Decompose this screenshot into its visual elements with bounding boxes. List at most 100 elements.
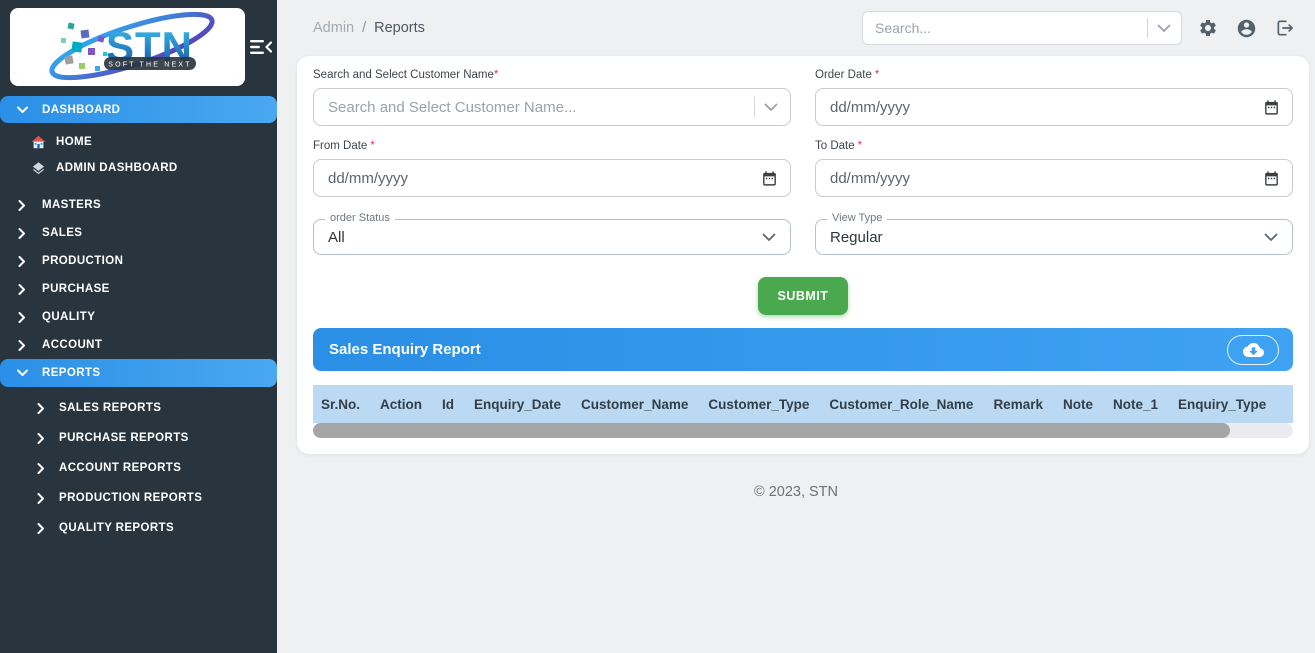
column-header: Action xyxy=(380,396,423,412)
customer-field: Search and Select Customer Name* xyxy=(313,69,791,126)
column-header: Sr.No. xyxy=(321,396,361,412)
order-status-select[interactable]: order Status All xyxy=(313,212,791,255)
sidebar-item-label: DASHBOARD xyxy=(42,103,121,116)
column-header: Id xyxy=(442,396,455,412)
horizontal-scrollbar-thumb[interactable] xyxy=(313,423,1231,438)
required-asterisk: * xyxy=(857,140,863,152)
column-header: Customer_Type xyxy=(708,396,810,412)
sidebar-menu: DASHBOARD HOME ADMIN D xyxy=(0,96,277,543)
menu-collapse-icon xyxy=(250,40,272,54)
order-date-input[interactable] xyxy=(830,98,1263,116)
submit-row: SUBMIT xyxy=(313,277,1293,315)
horizontal-scrollbar-track[interactable] xyxy=(313,423,1293,438)
sidebar-item-label: SALES REPORTS xyxy=(59,402,162,414)
required-asterisk: * xyxy=(370,140,375,152)
customer-select[interactable] xyxy=(313,88,791,126)
logout-icon xyxy=(1277,20,1293,36)
layers-icon xyxy=(30,161,46,176)
table-header-row: Sr.No. Action Id Enquiry_Date Customer_N… xyxy=(313,385,1293,423)
from-date-input-wrap xyxy=(313,159,791,197)
stn-logo-graphic: STN SOFT THE NEXT xyxy=(49,11,215,81)
chevron-right-icon xyxy=(33,432,49,444)
download-report-button[interactable] xyxy=(1227,334,1279,365)
chevron-down-icon xyxy=(762,233,776,242)
calendar-icon[interactable] xyxy=(761,170,778,187)
home-icon xyxy=(30,135,46,149)
column-header: Note_1 xyxy=(1112,396,1158,412)
sidebar-item-dashboard[interactable]: DASHBOARD xyxy=(0,96,277,123)
to-date-field: To Date * xyxy=(815,140,1293,197)
sidebar-item-label: PRODUCTION REPORTS xyxy=(59,492,203,504)
sidebar-item-home[interactable]: HOME xyxy=(0,129,277,155)
order-date-input-wrap xyxy=(815,88,1293,126)
app-logo[interactable]: STN SOFT THE NEXT xyxy=(10,8,245,86)
chevron-down-icon[interactable] xyxy=(1157,24,1171,33)
sidebar-item-reports[interactable]: REPORTS xyxy=(0,359,277,387)
report-filter-card: Search and Select Customer Name* Order D… xyxy=(297,56,1309,454)
search-input[interactable] xyxy=(875,20,1147,36)
sidebar-item-account[interactable]: ACCOUNT xyxy=(0,331,277,359)
sidebar-item-purchase-reports[interactable]: PURCHASE REPORTS xyxy=(0,423,277,453)
top-bar: Admin / Reports xyxy=(277,0,1315,54)
sidebar-item-masters[interactable]: MASTERS xyxy=(0,191,277,219)
sidebar-item-sales-reports[interactable]: SALES REPORTS xyxy=(0,393,277,423)
logout-button[interactable] xyxy=(1273,16,1297,40)
chevron-right-icon xyxy=(14,339,30,351)
calendar-icon[interactable] xyxy=(1263,170,1280,187)
column-header: Enquiry_Type xyxy=(1177,396,1267,412)
gear-icon xyxy=(1200,20,1216,36)
view-type-select[interactable]: View Type Regular xyxy=(815,212,1293,255)
sidebar-item-production[interactable]: PRODUCTION xyxy=(0,247,277,275)
column-header: Customer_Name xyxy=(581,396,689,412)
sidebar-item-sales[interactable]: SALES xyxy=(0,219,277,247)
chevron-right-icon xyxy=(33,402,49,414)
cloud-download-icon xyxy=(1242,342,1264,357)
global-search xyxy=(862,11,1182,45)
filter-form: Search and Select Customer Name* Order D… xyxy=(313,69,1293,255)
from-date-input[interactable] xyxy=(328,169,761,187)
view-type-value: Regular xyxy=(830,228,883,246)
to-date-input[interactable] xyxy=(830,169,1263,187)
chevron-right-icon xyxy=(14,311,30,323)
to-date-label: To Date * xyxy=(815,140,863,152)
svg-text:SOFT THE NEXT: SOFT THE NEXT xyxy=(108,62,192,69)
chevron-right-icon xyxy=(14,227,30,239)
breadcrumb-admin[interactable]: Admin xyxy=(313,20,355,36)
column-header: Enquiry_Date xyxy=(474,396,562,412)
to-date-input-wrap xyxy=(815,159,1293,197)
settings-button[interactable] xyxy=(1196,16,1220,40)
top-bar-actions xyxy=(862,11,1297,45)
sidebar-item-admin-dashboard[interactable]: ADMIN DASHBOARD xyxy=(0,155,277,181)
chevron-right-icon xyxy=(14,199,30,211)
sidebar-item-label: MASTERS xyxy=(42,199,102,211)
sidebar-item-label: QUALITY REPORTS xyxy=(59,522,175,534)
user-avatar-icon xyxy=(1237,19,1256,37)
account-button[interactable] xyxy=(1234,16,1259,41)
chevron-right-icon xyxy=(33,522,49,534)
sidebar-item-quality[interactable]: QUALITY xyxy=(0,303,277,331)
sidebar-item-production-reports[interactable]: PRODUCTION REPORTS xyxy=(0,483,277,513)
order-date-field: Order Date * xyxy=(815,69,1293,126)
sidebar-item-label: PURCHASE xyxy=(42,283,110,295)
breadcrumb-separator: / xyxy=(362,20,367,36)
sidebar-item-purchase[interactable]: PURCHASE xyxy=(0,275,277,303)
sidebar-item-label: HOME xyxy=(56,136,93,148)
column-header: Remark xyxy=(993,396,1043,412)
calendar-icon[interactable] xyxy=(1263,99,1280,116)
sidebar-item-label: PURCHASE REPORTS xyxy=(59,432,189,444)
breadcrumb: Admin / Reports xyxy=(313,20,425,36)
search-divider xyxy=(1147,18,1148,38)
sidebar-item-account-reports[interactable]: ACCOUNT REPORTS xyxy=(0,453,277,483)
sidebar-item-quality-reports[interactable]: QUALITY REPORTS xyxy=(0,513,277,543)
sidebar-item-label: QUALITY xyxy=(42,311,96,323)
select-divider xyxy=(754,97,755,117)
sidebar-collapse-button[interactable] xyxy=(248,36,274,58)
chevron-down-icon xyxy=(1264,233,1278,242)
report-title: Sales Enquiry Report xyxy=(329,341,481,358)
chevron-right-icon xyxy=(33,492,49,504)
breadcrumb-current-page: Reports xyxy=(374,20,425,36)
submit-button[interactable]: SUBMIT xyxy=(758,277,848,315)
customer-select-input[interactable] xyxy=(328,98,754,116)
order-status-label: order Status xyxy=(325,212,395,224)
